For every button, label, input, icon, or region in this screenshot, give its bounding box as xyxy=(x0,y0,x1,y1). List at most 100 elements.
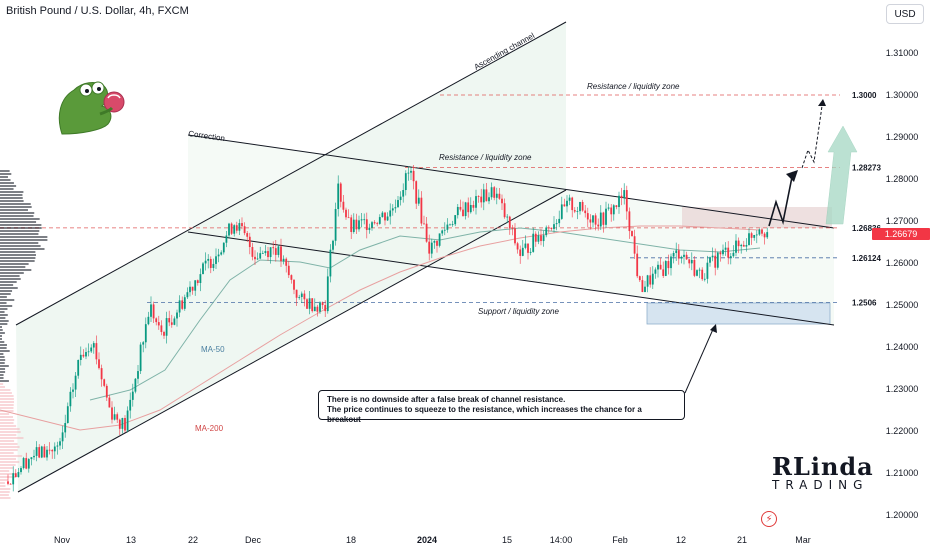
candle-body xyxy=(222,242,225,253)
candle-body xyxy=(363,219,366,221)
volume-bar xyxy=(0,329,3,331)
note-pointer-head xyxy=(710,324,717,333)
candle-body xyxy=(677,250,680,259)
volume-bar xyxy=(0,293,11,295)
candle-body xyxy=(576,211,579,212)
ma200-line xyxy=(0,225,761,431)
time-tick-label: 2024 xyxy=(417,535,437,545)
volume-bar xyxy=(0,233,39,235)
volume-bar xyxy=(0,416,14,418)
volume-bar xyxy=(0,326,3,328)
volume-bar xyxy=(0,491,10,493)
candle-body xyxy=(579,201,581,212)
candle-body xyxy=(662,269,665,276)
candle-body xyxy=(571,197,574,211)
candle-body xyxy=(737,240,740,247)
ma50-label: MA-50 xyxy=(201,345,225,354)
time-axis[interactable]: Nov 13 22 Dec 18 2024 15 14:00 Feb 12 21 Mar xyxy=(54,535,811,545)
price-tick-label: 1.28000 xyxy=(886,174,919,184)
candle-body xyxy=(111,407,113,420)
volume-bar xyxy=(0,269,32,271)
volume-bar xyxy=(0,464,16,466)
candle-body xyxy=(532,233,535,252)
candle-body xyxy=(480,196,483,203)
candle-body xyxy=(389,210,392,217)
candle-body xyxy=(186,292,189,298)
volume-bar xyxy=(0,476,16,478)
candle-body xyxy=(498,193,501,199)
candle-body xyxy=(456,206,459,216)
volume-bar xyxy=(0,434,17,436)
candle-body xyxy=(46,449,48,458)
candle-body xyxy=(371,222,373,228)
candle-body xyxy=(428,241,431,254)
volume-bar xyxy=(0,374,4,376)
candle-body xyxy=(189,286,191,293)
volume-bar xyxy=(0,182,14,184)
volume-bar xyxy=(0,197,23,199)
candle-body xyxy=(469,204,472,213)
candle-body xyxy=(176,312,178,319)
candle-body xyxy=(657,264,659,270)
candle-body xyxy=(659,264,662,270)
candle-body xyxy=(542,235,545,242)
candle-body xyxy=(675,250,678,253)
currency-button[interactable]: USD xyxy=(886,4,924,24)
candle-body xyxy=(761,229,763,234)
lightning-icon[interactable]: ⚡ xyxy=(761,511,777,527)
candle-body xyxy=(191,286,194,291)
candle-body xyxy=(381,212,384,218)
candle-body xyxy=(620,195,623,199)
candle-body xyxy=(259,253,262,259)
volume-bar xyxy=(0,230,40,232)
candle-body xyxy=(277,246,280,255)
candle-body xyxy=(311,298,314,312)
candle-body xyxy=(95,343,98,360)
candle-body xyxy=(303,293,306,300)
candle-body xyxy=(233,225,236,234)
time-tick-label: Mar xyxy=(795,535,811,545)
candle-body xyxy=(254,256,256,260)
candle-body xyxy=(282,258,285,262)
volume-bar xyxy=(0,203,31,205)
candle-body xyxy=(404,173,407,191)
candle-body xyxy=(719,252,722,255)
volume-bar xyxy=(0,440,15,442)
candle-body xyxy=(256,258,259,260)
candle-body xyxy=(121,417,124,429)
candle-body xyxy=(217,254,220,257)
volume-bar xyxy=(0,446,20,448)
volume-bar xyxy=(0,344,7,346)
volume-bar xyxy=(0,356,5,358)
candle-body xyxy=(79,354,82,360)
candle-body xyxy=(407,172,410,174)
candle-body xyxy=(147,316,150,325)
candle-body xyxy=(35,447,38,456)
candle-body xyxy=(607,207,610,209)
volume-bar xyxy=(0,428,20,430)
volume-profile xyxy=(0,170,48,499)
candle-body xyxy=(490,187,493,198)
volume-bar xyxy=(0,458,16,460)
candle-body xyxy=(267,251,269,258)
candle-body xyxy=(274,248,277,255)
candle-body xyxy=(623,190,626,199)
price-tick-label: 1.27000 xyxy=(886,216,919,226)
volume-bar xyxy=(0,191,24,193)
candle-body xyxy=(667,261,670,269)
candle-body xyxy=(365,219,368,231)
price-axis[interactable]: 1.31000 1.30000 1.29000 1.28000 1.27000 1.260… xyxy=(886,48,919,520)
candle-body xyxy=(766,232,769,238)
volume-bar xyxy=(0,335,2,337)
price-tick-label: 1.24000 xyxy=(886,342,919,352)
candle-body xyxy=(251,247,254,257)
candle-body xyxy=(516,243,519,250)
brand-line-2: TRADING xyxy=(772,478,869,492)
candle-body xyxy=(324,305,327,312)
time-tick-label: 15 xyxy=(502,535,512,545)
volume-bar xyxy=(0,386,5,388)
volume-bar xyxy=(0,272,24,274)
candle-body xyxy=(59,441,61,446)
brand-logo: RLinda TRADING xyxy=(772,452,873,496)
